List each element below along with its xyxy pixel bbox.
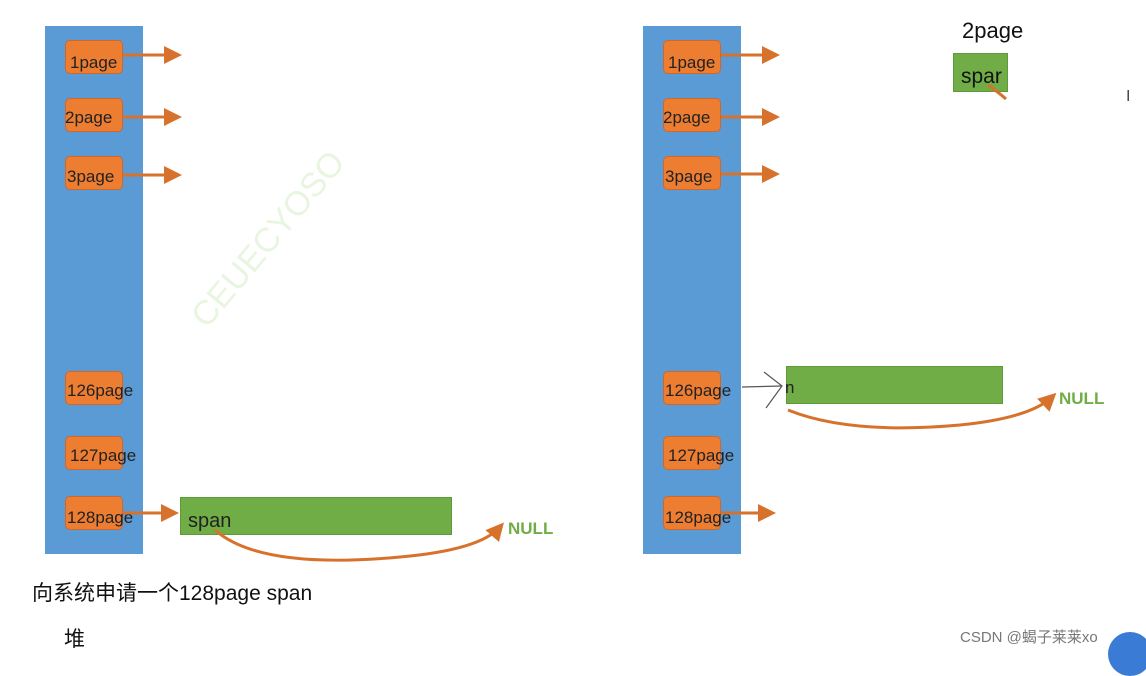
caption-heap: 堆: [64, 628, 85, 651]
left-cell-128page: [65, 496, 123, 530]
right-label-3page: 3page: [665, 167, 713, 186]
left-span-label: span: [188, 510, 232, 532]
right-label-127page: 127page: [668, 446, 735, 465]
right-span-partial: n: [785, 378, 795, 397]
left-null-label: NULL: [508, 519, 554, 538]
right-label-126page: 126page: [665, 381, 732, 400]
right-null-label: NULL: [1059, 389, 1105, 408]
left-label-2page: 2page: [65, 108, 113, 127]
right-span-block: [786, 366, 1003, 404]
left-cell-126page: [65, 371, 123, 405]
left-label-3page: 3page: [67, 167, 115, 186]
left-label-126page: 126page: [67, 381, 134, 400]
right-cell-2page: [663, 98, 721, 132]
right-cell-3page: [663, 156, 721, 190]
right-curve-to-null: [787, 392, 1057, 430]
right-cell-126page: [663, 371, 721, 405]
text-cursor-icon: I: [1126, 88, 1131, 105]
chat-bubble-icon[interactable]: [1108, 632, 1146, 676]
left-label-1page: 1page: [70, 53, 118, 72]
top-span-block: [953, 53, 1008, 92]
right-cell-128page: [663, 496, 721, 530]
right-cell-1page: [663, 40, 721, 74]
left-cell-2page: [65, 98, 123, 132]
top-span-label: spar: [961, 65, 1002, 88]
credit: CSDN @蝎子莱莱xo: [960, 629, 1098, 646]
right-cell-127page: [663, 436, 721, 470]
left-cell-127page: [65, 436, 123, 470]
left-curve-to-null: [214, 522, 504, 562]
left-cell-1page: [65, 40, 123, 74]
right-label-128page: 128page: [665, 508, 732, 527]
left-span-block: [180, 497, 452, 535]
top-span-curve: [987, 83, 1007, 101]
right-label-1page: 1page: [668, 53, 716, 72]
left-label-128page: 128page: [67, 508, 134, 527]
left-cell-3page: [65, 156, 123, 190]
arrows-layer: [123, 46, 1057, 562]
top-2page-label: 2page: [962, 18, 1024, 43]
caption: 向系统申请一个128page span: [32, 582, 313, 605]
right-label-2page: 2page: [663, 108, 711, 127]
hand-drawn-arrow: [741, 371, 783, 409]
left-label-127page: 127page: [70, 446, 137, 465]
